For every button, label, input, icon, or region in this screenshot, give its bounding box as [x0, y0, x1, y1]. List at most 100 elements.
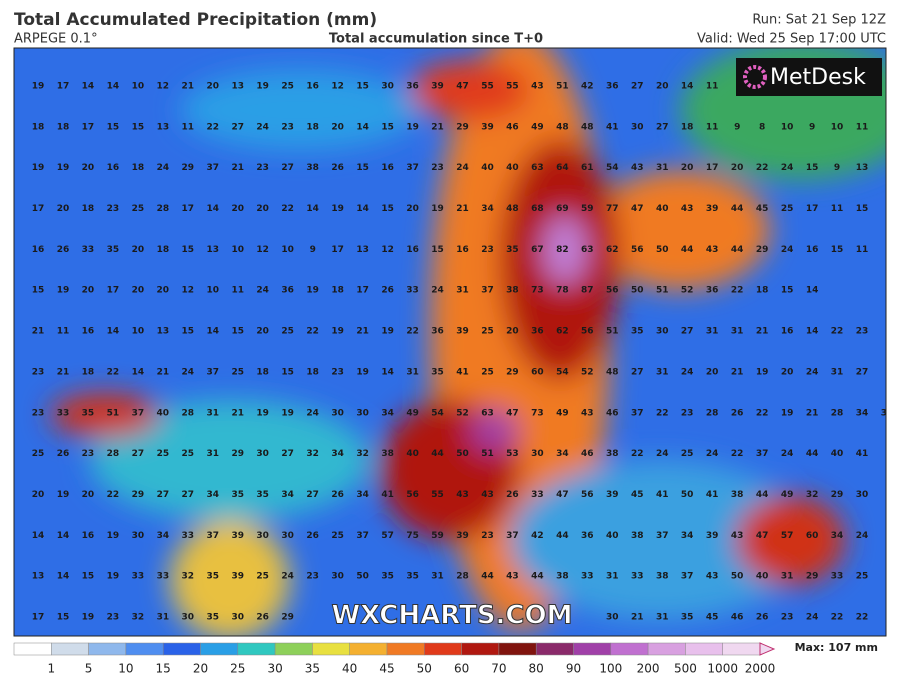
- grid-value: 25: [132, 204, 145, 214]
- valid-time: Valid: Wed 25 Sep 17:00 UTC: [697, 32, 886, 47]
- grid-value: 44: [756, 490, 769, 500]
- grid-value: 11: [706, 122, 719, 132]
- color-bar-swatch: [498, 642, 537, 656]
- grid-value: 44: [806, 449, 819, 459]
- grid-value: 46: [506, 122, 519, 132]
- grid-value: 14: [207, 204, 220, 214]
- grid-value: 23: [256, 163, 269, 173]
- grid-value: 41: [656, 490, 669, 500]
- grid-value: 39: [706, 531, 719, 541]
- grid-value: 29: [132, 490, 145, 500]
- grid-value: 38: [631, 531, 644, 541]
- grid-value: 12: [256, 245, 269, 255]
- grid-value: 43: [681, 204, 694, 214]
- grid-value: 67: [531, 245, 544, 255]
- grid-value: 60: [806, 531, 819, 541]
- grid-value: 69: [556, 204, 569, 214]
- grid-value: 78: [556, 286, 569, 296]
- color-bar-swatch: [349, 642, 388, 656]
- grid-value: 29: [831, 490, 844, 500]
- grid-value: 22: [207, 122, 220, 132]
- grid-value: 29: [281, 613, 294, 623]
- grid-value: 43: [506, 572, 519, 582]
- grid-value: 24: [281, 572, 294, 582]
- color-bar-swatch: [722, 642, 761, 656]
- grid-value: 57: [381, 531, 394, 541]
- grid-value: 21: [431, 122, 444, 132]
- grid-value: 30: [356, 408, 369, 418]
- grid-value: 10: [232, 245, 245, 255]
- color-bar-label: 50: [417, 662, 432, 676]
- color-bar-swatch: [200, 642, 239, 656]
- grid-value: 30: [606, 613, 619, 623]
- grid-value: 34: [381, 408, 394, 418]
- grid-value: 24: [806, 613, 819, 623]
- grid-value: 19: [406, 122, 419, 132]
- grid-value: 22: [306, 327, 319, 337]
- grid-value: 23: [681, 408, 694, 418]
- grid-value: 22: [856, 613, 869, 623]
- grid-value: 37: [681, 572, 694, 582]
- grid-value: 11: [706, 82, 719, 92]
- grid-value: 15: [82, 572, 95, 582]
- grid-value: 34: [207, 490, 220, 500]
- grid-value: 24: [256, 122, 269, 132]
- grid-value: 20: [57, 204, 70, 214]
- grid-value: 22: [831, 327, 844, 337]
- grid-value: 42: [531, 531, 544, 541]
- grid-value: 24: [256, 286, 269, 296]
- grid-value: 9: [734, 122, 740, 132]
- grid-value: 43: [706, 245, 719, 255]
- grid-value: 21: [356, 327, 369, 337]
- grid-value: 35: [681, 613, 694, 623]
- grid-value: 62: [606, 245, 619, 255]
- grid-value: 19: [381, 327, 394, 337]
- grid-value: 15: [831, 245, 844, 255]
- grid-value: 33: [132, 572, 145, 582]
- grid-value: 18: [82, 367, 95, 377]
- grid-value: 28: [107, 449, 120, 459]
- grid-value: 56: [631, 245, 644, 255]
- grid-value: 43: [456, 490, 469, 500]
- grid-value: 21: [232, 408, 245, 418]
- grid-value: 24: [182, 367, 195, 377]
- grid-value: 31: [606, 572, 619, 582]
- grid-value: 23: [107, 613, 120, 623]
- grid-value: 28: [182, 408, 195, 418]
- grid-value: 40: [656, 204, 669, 214]
- grid-value: 20: [82, 163, 95, 173]
- grid-value: 73: [531, 408, 544, 418]
- color-bar-label: 15: [156, 662, 171, 676]
- grid-value: 22: [656, 408, 669, 418]
- grid-value: 23: [32, 367, 45, 377]
- grid-value: 14: [806, 286, 819, 296]
- grid-value: 11: [57, 327, 70, 337]
- grid-value: 51: [107, 408, 120, 418]
- grid-value: 25: [281, 82, 294, 92]
- grid-value: 39: [431, 82, 444, 92]
- grid-value: 20: [132, 245, 145, 255]
- grid-value: 19: [256, 408, 269, 418]
- color-bar-label: 70: [491, 662, 506, 676]
- grid-value: 31: [706, 327, 719, 337]
- grid-value: 10: [781, 122, 794, 132]
- grid-value: 23: [481, 531, 494, 541]
- grid-value: 14: [306, 204, 319, 214]
- color-bar-swatch: [610, 642, 649, 656]
- color-bar-swatch: [274, 642, 313, 656]
- grid-value: 19: [431, 204, 444, 214]
- grid-value: 14: [681, 82, 694, 92]
- grid-value: 24: [656, 449, 669, 459]
- grid-value: 56: [606, 286, 619, 296]
- grid-value: 20: [706, 367, 719, 377]
- logo-box: [736, 58, 882, 96]
- grid-value: 46: [731, 613, 744, 623]
- grid-value: 33: [157, 572, 170, 582]
- color-bar-swatch: [312, 642, 350, 656]
- grid-value: 21: [806, 408, 819, 418]
- grid-value: 20: [82, 490, 95, 500]
- color-bar-swatch: [162, 642, 201, 656]
- grid-value: 27: [656, 122, 669, 132]
- grid-value: 18: [157, 245, 170, 255]
- color-bar-label: 500: [674, 662, 697, 676]
